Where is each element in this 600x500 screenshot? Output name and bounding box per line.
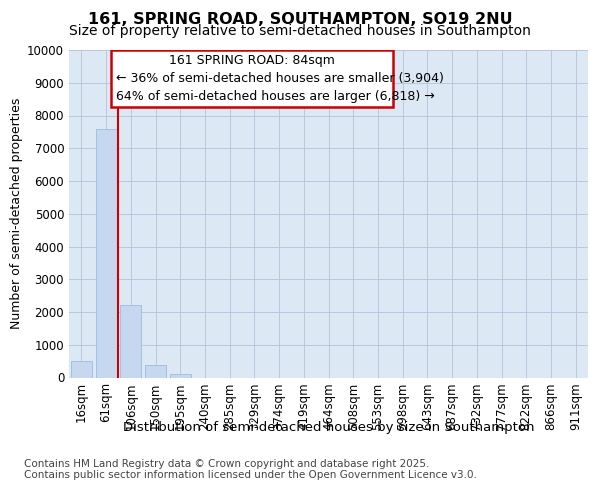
Text: Contains public sector information licensed under the Open Government Licence v3: Contains public sector information licen…: [24, 470, 477, 480]
Text: Size of property relative to semi-detached houses in Southampton: Size of property relative to semi-detach…: [69, 24, 531, 38]
Bar: [170, 374, 191, 378]
Text: Distribution of semi-detached houses by size in Southampton: Distribution of semi-detached houses by …: [123, 421, 535, 434]
Text: 64% of semi-detached houses are larger (6,818) →: 64% of semi-detached houses are larger (…: [116, 90, 434, 103]
Text: 161 SPRING ROAD: 84sqm: 161 SPRING ROAD: 84sqm: [169, 54, 335, 67]
Text: ← 36% of semi-detached houses are smaller (3,904): ← 36% of semi-detached houses are smalle…: [116, 72, 443, 86]
FancyBboxPatch shape: [110, 50, 394, 108]
Bar: [120, 306, 141, 378]
Bar: [95, 128, 116, 378]
Bar: [145, 365, 166, 378]
Text: 161, SPRING ROAD, SOUTHAMPTON, SO19 2NU: 161, SPRING ROAD, SOUTHAMPTON, SO19 2NU: [88, 12, 512, 28]
Y-axis label: Number of semi-detached properties: Number of semi-detached properties: [10, 98, 23, 330]
Bar: [71, 362, 92, 378]
Text: Contains HM Land Registry data © Crown copyright and database right 2025.: Contains HM Land Registry data © Crown c…: [24, 459, 430, 469]
